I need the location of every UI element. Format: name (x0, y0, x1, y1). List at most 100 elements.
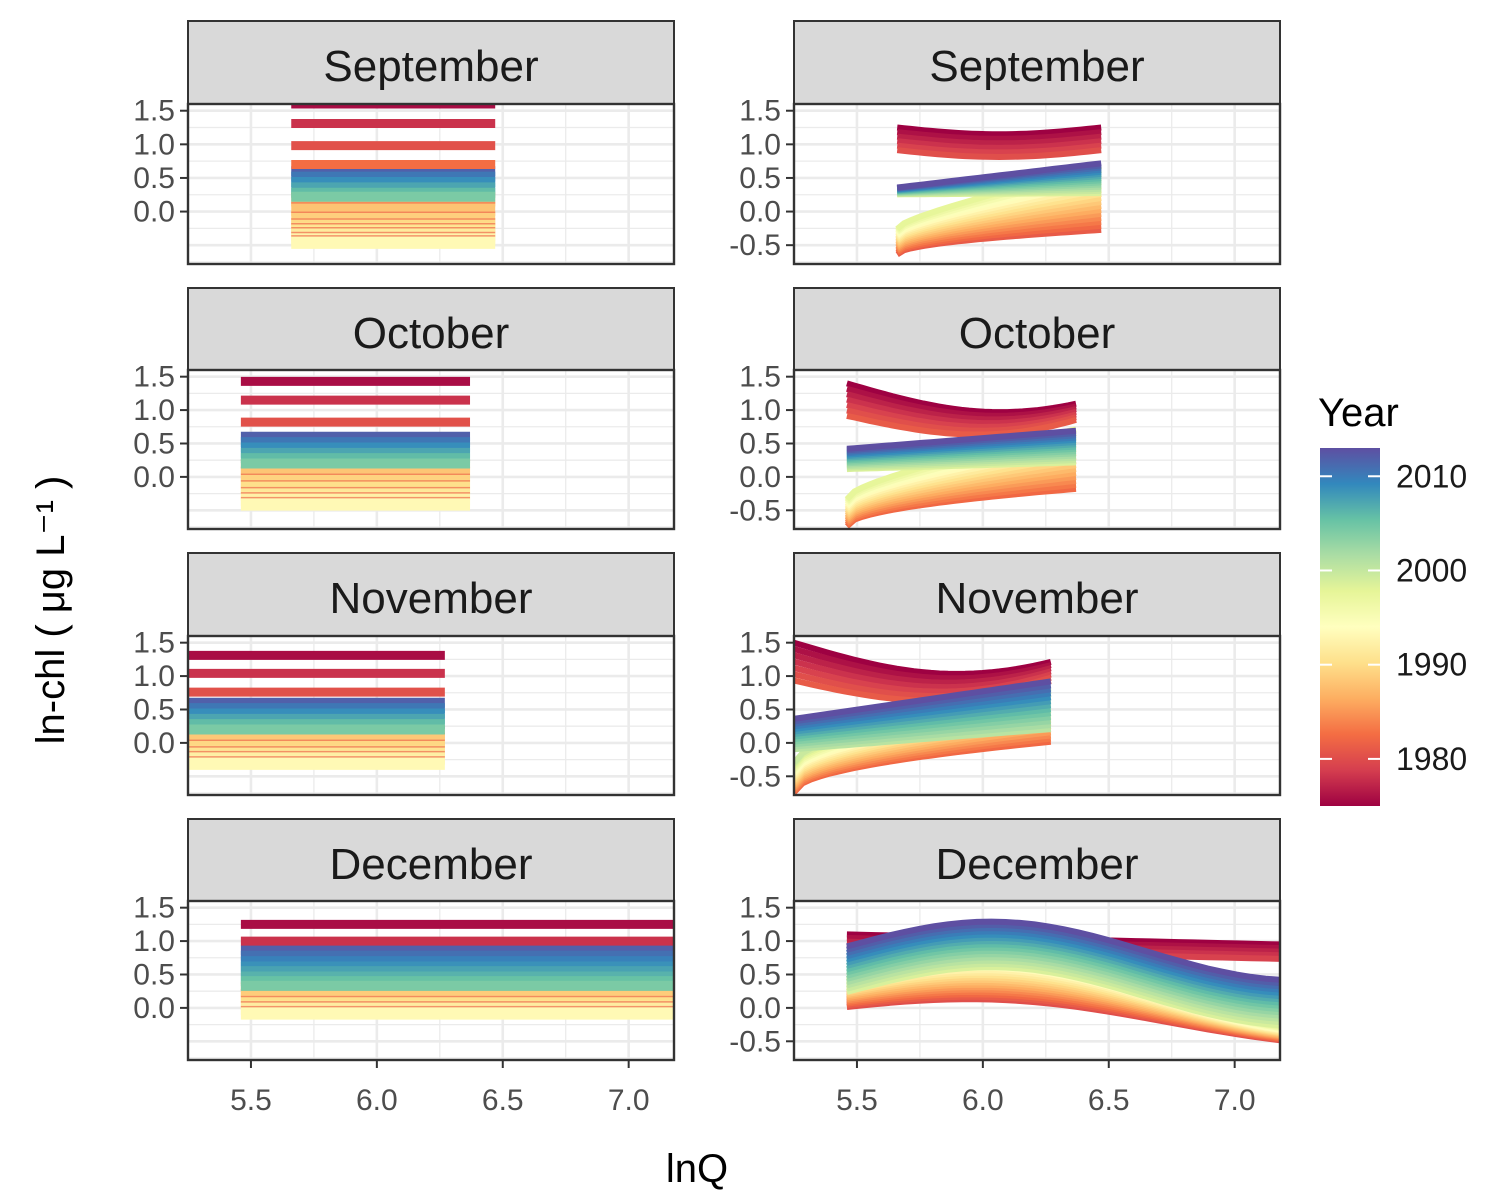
panel-border (186, 368, 676, 531)
series-line (846, 412, 1077, 438)
series-line (896, 138, 1102, 151)
series-line (794, 639, 1052, 677)
legend: Year 2010 2000 1990 1980 (1318, 391, 1467, 806)
series-lines (188, 650, 445, 770)
legend-label: 2010 (1396, 458, 1467, 494)
series-line (846, 427, 1077, 452)
series-line (846, 960, 1280, 1026)
series-line (794, 658, 1052, 691)
x-tick-label: 5.5 (836, 1084, 878, 1117)
y-tick-label: 0.5 (739, 958, 781, 991)
y-tick-label: 1.0 (739, 660, 781, 693)
series-line (846, 957, 1280, 1022)
strip-label: November (936, 574, 1139, 623)
y-tick-label: 1.0 (133, 394, 175, 427)
strip-background (793, 552, 1281, 637)
y-axis-title: ln-chl ( μg L⁻¹ ) (29, 476, 73, 745)
legend-label: 2000 (1396, 552, 1467, 588)
y-tick-label: -0.5 (729, 1025, 781, 1058)
series-line (846, 407, 1077, 434)
series-line (846, 396, 1077, 427)
series-lines (240, 919, 674, 1020)
series-line (846, 938, 1280, 1003)
legend-ticks: 2010 2000 1990 1980 (1320, 458, 1467, 777)
strip-background (187, 818, 675, 902)
y-tick-label: 0.5 (133, 693, 175, 726)
y-tick-label: -0.5 (729, 494, 781, 527)
legend-colorbar (1320, 448, 1380, 806)
y-tick-label: 0.5 (133, 958, 175, 991)
x-tick-label: 6.0 (962, 1084, 1004, 1117)
y-tick-label: 0.5 (133, 162, 175, 195)
strip-label: September (929, 42, 1144, 91)
series-line (794, 652, 1052, 686)
facet-panels: September0.00.51.01.5October0.00.51.01.5… (133, 20, 1282, 1062)
y-tick-label: 1.0 (739, 128, 781, 161)
x-tick-label: 7.0 (608, 1084, 650, 1117)
y-tick-label: 0.5 (739, 427, 781, 460)
panel-border (186, 634, 676, 797)
y-tick-label: 0.0 (739, 992, 781, 1025)
series-lines (794, 639, 1052, 795)
x-tick-label: 7.0 (1214, 1084, 1256, 1117)
strip-background (793, 818, 1281, 902)
series-line (846, 918, 1280, 983)
series-line (896, 129, 1102, 142)
series-lines (895, 124, 1102, 258)
y-tick-label: 1.5 (739, 627, 781, 660)
series-lines (240, 376, 471, 511)
panel-right-november: November -0.50.00.51.01.5 (729, 552, 1282, 797)
panel-border (792, 368, 1282, 531)
series-line (846, 931, 1280, 996)
y-tick-label: 1.0 (739, 925, 781, 958)
x-tick-label: 6.5 (482, 1084, 524, 1117)
x-axis-title: lnQ (666, 1147, 728, 1191)
strip-background (793, 20, 1281, 105)
panel-border (792, 634, 1282, 797)
series-line (846, 944, 1280, 1009)
x-axes: 5.5 6.0 6.5 7.0 5.5 6.0 6.5 7.0 (230, 1060, 1256, 1117)
y-tick-label: 0.0 (133, 461, 175, 494)
series-line (846, 921, 1280, 987)
y-tick-label: 0.5 (739, 162, 781, 195)
panel-right-october: October -0.50.00.51.01.5 (729, 287, 1282, 531)
series-line (846, 951, 1280, 1016)
series-line (846, 954, 1280, 1019)
series-lines (846, 918, 1280, 1044)
y-tick-label: 1.0 (133, 128, 175, 161)
series-line (846, 934, 1280, 1000)
y-tick-label: 0.0 (739, 196, 781, 229)
y-tick-label: 1.0 (133, 925, 175, 958)
strip-background (187, 552, 675, 637)
y-tick-label: 0.0 (739, 727, 781, 760)
series-line (896, 142, 1102, 156)
y-tick-label: 0.5 (133, 427, 175, 460)
y-tick-label: 1.5 (133, 627, 175, 660)
series-line (896, 124, 1102, 138)
panel-right-december: December -0.50.00.51.01.5 (729, 818, 1282, 1062)
panel-border (792, 102, 1282, 266)
panel-left-september: September 0.00.51.01.5 (133, 20, 676, 266)
legend-label: 1990 (1396, 647, 1467, 683)
x-tick-label: 6.0 (356, 1084, 398, 1117)
series-line (896, 133, 1102, 147)
y-tick-label: 0.0 (739, 461, 781, 494)
panel-left-october: October 0.00.51.01.5 (133, 287, 676, 531)
y-tick-label: 1.0 (739, 394, 781, 427)
y-tick-label: 1.5 (133, 361, 175, 394)
series-line (846, 964, 1280, 1029)
y-tick-label: 1.5 (739, 361, 781, 394)
y-tick-label: 0.0 (133, 992, 175, 1025)
y-tick-label: -0.5 (729, 229, 781, 262)
y-tick-label: 1.5 (133, 892, 175, 925)
series-line (846, 941, 1280, 1006)
x-tick-label: 5.5 (230, 1084, 272, 1117)
series-line (846, 928, 1280, 993)
strip-background (187, 20, 675, 105)
strip-label: October (959, 309, 1116, 358)
y-tick-label: -0.5 (729, 760, 781, 793)
strip-background (793, 287, 1281, 371)
series-line (846, 380, 1077, 416)
legend-label: 1980 (1396, 741, 1467, 777)
y-tick-label: 1.0 (133, 660, 175, 693)
